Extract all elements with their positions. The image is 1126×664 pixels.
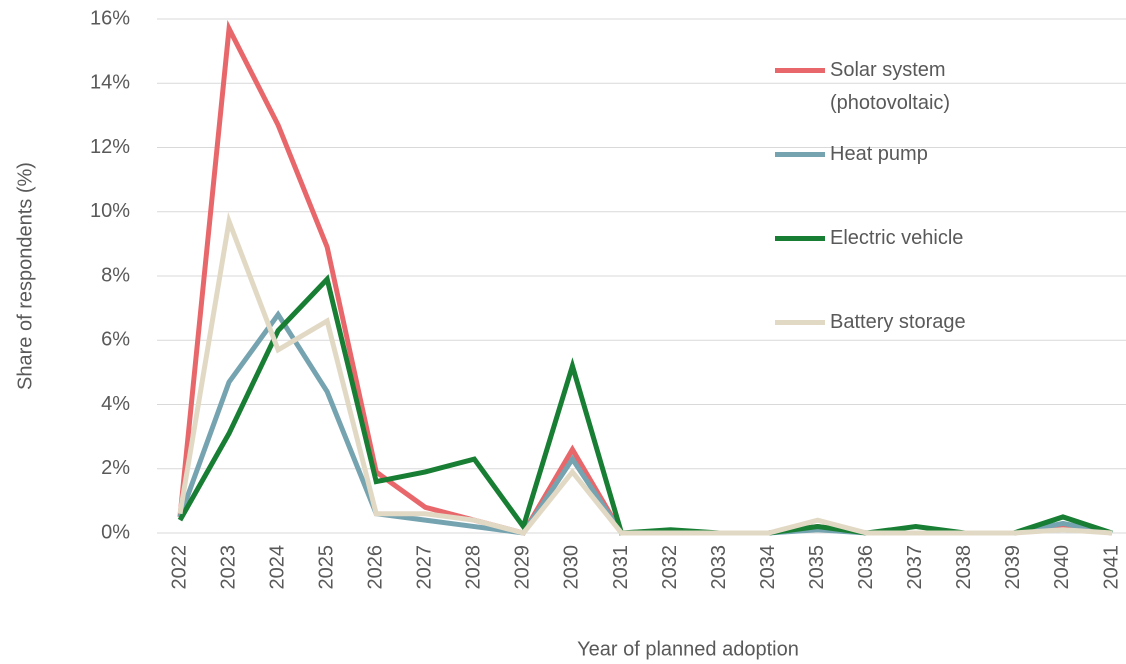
series-line xyxy=(177,211,1113,536)
y-tick-label: 14% xyxy=(90,72,130,94)
x-tick-label: 2023 xyxy=(217,545,239,590)
x-tick-label: 2035 xyxy=(806,545,828,590)
x-tick-label: 2041 xyxy=(1100,545,1122,590)
x-tick-label: 2036 xyxy=(855,545,877,590)
x-tick-label: 2027 xyxy=(414,545,436,590)
y-tick-label: 4% xyxy=(101,393,130,415)
y-tick-label: 8% xyxy=(101,264,130,286)
legend-swatch xyxy=(775,320,825,325)
y-tick-label: 2% xyxy=(101,457,130,479)
x-tick-label: 2022 xyxy=(168,545,190,590)
legend-swatch xyxy=(775,236,825,241)
y-tick-label: 12% xyxy=(90,136,130,158)
x-tick-label: 2025 xyxy=(315,545,337,590)
x-tick-label: 2032 xyxy=(659,545,681,590)
y-axis-title: Share of respondents (%) xyxy=(14,162,36,390)
x-tick-label: 2030 xyxy=(561,545,583,590)
y-tick-label: 16% xyxy=(90,7,130,29)
legend-item: Battery storage xyxy=(775,306,980,339)
legend-swatch xyxy=(775,152,825,157)
x-tick-label: 2033 xyxy=(708,545,730,590)
x-tick-label: 2034 xyxy=(757,545,779,590)
y-tick-label: 6% xyxy=(101,329,130,351)
x-tick-label: 2029 xyxy=(512,545,534,590)
x-tick-label: 2037 xyxy=(904,545,926,590)
legend-item: Solar system (photovoltaic) xyxy=(775,54,980,120)
x-tick-label: 2028 xyxy=(463,545,485,590)
legend-label: Electric vehicle xyxy=(830,227,964,249)
legend-swatch xyxy=(775,68,825,73)
legend-item: Electric vehicle xyxy=(775,222,980,255)
legend-label: Solar system (photovoltaic) xyxy=(830,59,951,114)
legend: Solar system (photovoltaic) Heat pump Elec… xyxy=(775,54,975,390)
x-axis-title: Year of planned adoption xyxy=(577,638,799,660)
x-tick-label: 2031 xyxy=(610,545,632,590)
x-tick-label: 2024 xyxy=(266,545,288,590)
y-tick-label: 10% xyxy=(90,200,130,222)
x-tick-label: 2026 xyxy=(364,545,386,590)
x-tick-label: 2040 xyxy=(1051,545,1073,590)
legend-label: Battery storage xyxy=(830,311,966,333)
x-tick-label: 2038 xyxy=(953,545,975,590)
x-tick-label: 2039 xyxy=(1002,545,1024,590)
legend-label: Heat pump xyxy=(830,143,928,165)
legend-item: Heat pump xyxy=(775,138,980,171)
y-tick-label: 0% xyxy=(101,521,130,543)
